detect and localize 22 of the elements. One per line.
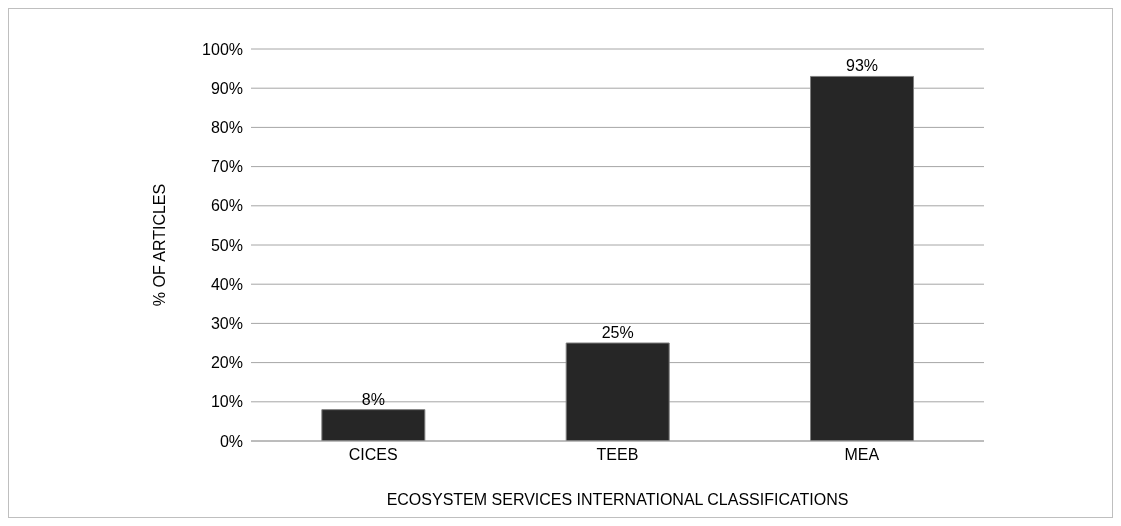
y-tick-label: 0% — [219, 432, 243, 450]
y-tick-label: 70% — [210, 158, 243, 176]
y-tick-label: 20% — [210, 354, 243, 372]
y-tick-label: 80% — [210, 119, 243, 137]
x-tick-label: CICES — [348, 446, 398, 464]
y-tick-label: 90% — [210, 79, 243, 97]
y-tick-label: 60% — [210, 197, 243, 215]
data-label: 8% — [361, 390, 385, 408]
y-tick-label: 50% — [210, 236, 243, 254]
y-axis-title: % OF ARTICLES — [150, 183, 168, 307]
y-tick-label: 10% — [210, 393, 243, 411]
bar — [321, 409, 426, 441]
y-tick-label: 100% — [202, 40, 243, 58]
y-tick-label: 40% — [210, 275, 243, 293]
x-tick-label: TEEB — [596, 446, 639, 464]
x-tick-label: MEA — [844, 446, 880, 464]
bar — [565, 342, 670, 441]
data-label: 93% — [846, 57, 879, 75]
data-label: 25% — [601, 324, 634, 341]
y-tick-label: 30% — [210, 315, 243, 333]
bar — [810, 75, 915, 441]
x-axis-title: ECOSYSTEM SERVICES INTERNATIONAL CLASSIFICATIONS — [386, 491, 849, 508]
